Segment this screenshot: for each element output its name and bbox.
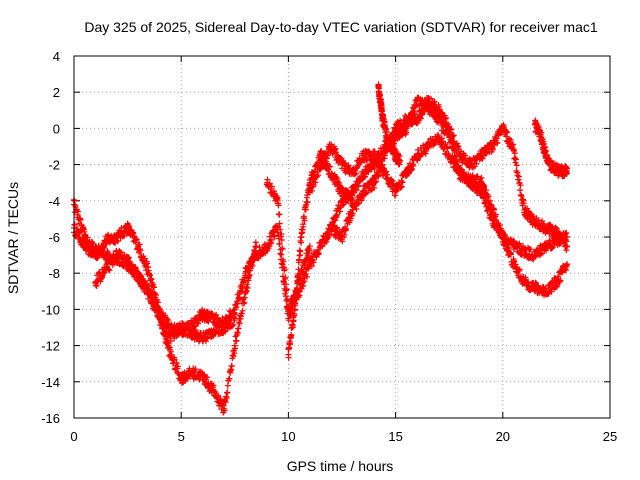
y-tick-label: -2 bbox=[48, 158, 60, 173]
series-track-3 bbox=[92, 247, 238, 345]
x-tick-label: 20 bbox=[496, 429, 510, 444]
y-tick-label: -6 bbox=[48, 230, 60, 245]
y-tick-label: 4 bbox=[53, 49, 60, 64]
x-tick-label: 15 bbox=[388, 429, 402, 444]
series-track-8 bbox=[531, 117, 571, 180]
y-tick-label: -14 bbox=[41, 375, 60, 390]
x-tick-label: 5 bbox=[178, 429, 185, 444]
series-markers bbox=[532, 117, 570, 180]
plot-frame bbox=[73, 55, 611, 419]
series-markers bbox=[285, 148, 356, 361]
series-track-1 bbox=[71, 220, 313, 339]
y-axis-label: SDTVAR / TECUs bbox=[5, 182, 21, 294]
series-track-6 bbox=[328, 95, 571, 254]
y-tick-label: -4 bbox=[48, 194, 60, 209]
y-tick-label: -8 bbox=[48, 266, 60, 281]
chart-title: Day 325 of 2025, Sidereal Day-to-day VTE… bbox=[84, 19, 597, 35]
y-tick-label: 2 bbox=[53, 85, 60, 100]
data-layer bbox=[71, 81, 571, 416]
x-tick-label: 0 bbox=[70, 429, 77, 444]
y-tick-label: -16 bbox=[41, 411, 60, 426]
series-track-9 bbox=[285, 148, 356, 361]
y-tick-label: -10 bbox=[41, 302, 60, 317]
x-tick-label: 10 bbox=[281, 429, 295, 444]
series-track-5 bbox=[306, 131, 571, 263]
series-markers bbox=[375, 81, 403, 168]
x-axis-label: GPS time / hours bbox=[287, 458, 394, 474]
y-tick-label: -12 bbox=[41, 339, 60, 354]
y-tick-label: 0 bbox=[53, 121, 60, 136]
series-markers bbox=[71, 196, 259, 416]
series-markers bbox=[92, 247, 238, 345]
series-track-7 bbox=[375, 81, 403, 168]
x-tick-label: 25 bbox=[603, 429, 617, 444]
series-markers bbox=[71, 220, 313, 339]
series-track-2 bbox=[71, 196, 260, 416]
series-markers bbox=[328, 95, 570, 254]
